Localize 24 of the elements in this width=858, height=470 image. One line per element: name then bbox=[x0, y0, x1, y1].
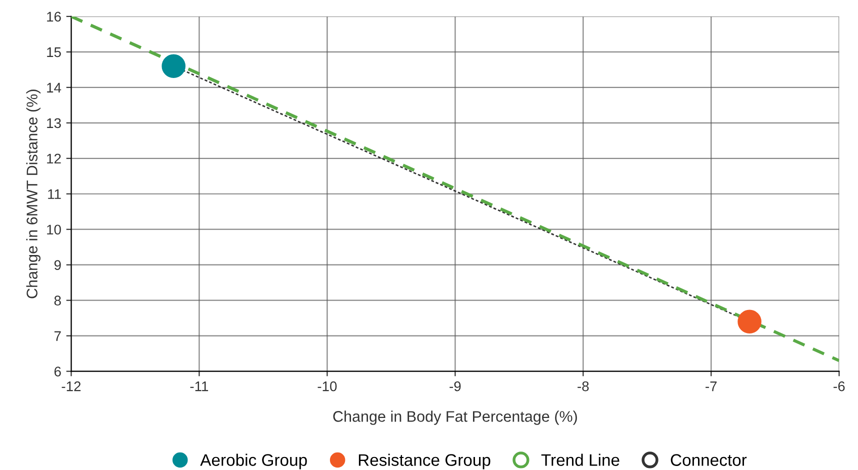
legend-label: Resistance Group bbox=[358, 454, 490, 470]
x-tick-label: -10 bbox=[318, 381, 337, 392]
y-tick-label: 16 bbox=[47, 12, 61, 22]
x-tick-label: -12 bbox=[62, 381, 81, 392]
y-tick-label: 6 bbox=[54, 366, 61, 376]
y-tick-label: 7 bbox=[54, 331, 61, 341]
y-tick-label: 12 bbox=[47, 154, 61, 164]
y-tick-label: 8 bbox=[54, 296, 61, 306]
legend-label: Trend Line bbox=[541, 454, 620, 466]
y-tick-label: 13 bbox=[47, 118, 61, 128]
y-axis-title: Change in 6MWT Distance (%) bbox=[26, 90, 40, 298]
y-tick-label: 14 bbox=[47, 82, 62, 92]
y-tick-label: 9 bbox=[54, 260, 61, 270]
legend-label: Aerobic Group bbox=[200, 454, 307, 470]
x-tick-label: -8 bbox=[578, 381, 589, 392]
y-tick-label: 15 bbox=[47, 47, 61, 58]
x-axis-title: Change in Body Fat Percentage (%) bbox=[333, 410, 577, 425]
x-tick-label: -9 bbox=[450, 381, 461, 392]
y-tick-label: 10 bbox=[47, 224, 61, 235]
y-tick-label: 11 bbox=[48, 189, 61, 199]
x-tick-label: -7 bbox=[706, 382, 717, 392]
x-tick-label: -11 bbox=[190, 382, 208, 392]
x-tick-label: -6 bbox=[834, 381, 845, 392]
legend-label: Connector bbox=[670, 454, 747, 466]
